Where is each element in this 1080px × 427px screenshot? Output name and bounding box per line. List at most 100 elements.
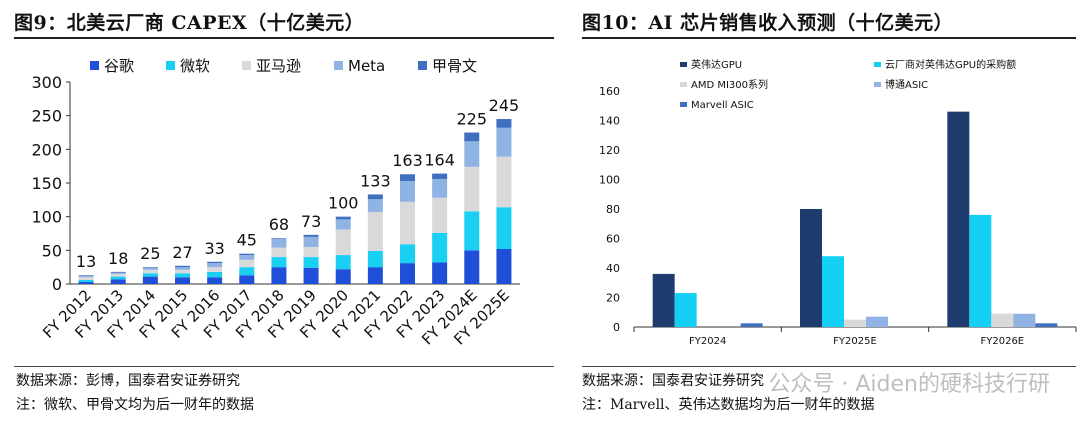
right-y-tick-label: 40	[606, 262, 620, 275]
left-legend-swatch	[334, 61, 343, 70]
right-figure-panel: 图10：AI 芯片销售收入预测（十亿美元） 0 20 40 60 80 100 120 140…	[576, 0, 1080, 427]
left-bar-segment	[400, 201, 415, 245]
left-bar-segment	[335, 255, 351, 270]
right-bar	[969, 214, 992, 327]
left-bar-segment	[464, 250, 480, 284]
left-total-label: 68	[269, 215, 289, 234]
right-legend-swatch	[874, 62, 881, 67]
left-bar-segment	[400, 263, 415, 284]
left-bar-segment	[207, 277, 223, 284]
left-total-label: 13	[76, 252, 96, 271]
right-bar	[947, 111, 970, 328]
right-legend-label: 云厂商对英伟达GPU的采购额	[885, 58, 1016, 71]
right-legend-label: AMD MI300系列	[691, 78, 768, 91]
right-legend-swatch	[680, 82, 687, 87]
right-legend-label: Marvell ASIC	[691, 100, 754, 111]
left-bar-segment	[110, 271, 126, 273]
left-bar-segment	[175, 277, 190, 284]
right-source-note: 数据来源：国泰君安证券研究	[582, 373, 764, 389]
left-legend-label: 甲骨文	[432, 57, 477, 75]
left-bar-segment	[367, 267, 383, 284]
left-figure-panel: 图9：北美云厂商 CAPEX（十亿美元） 0 50 100 150 200 250 300 谷…	[14, 12, 554, 413]
left-y-tick-label: 0	[52, 275, 62, 294]
left-bar-segment	[432, 197, 448, 233]
left-bar-segment	[367, 194, 383, 200]
left-y-tick-label: 150	[31, 174, 62, 193]
right-y-tick-label: 0	[613, 321, 620, 334]
left-y-tick-label: 250	[31, 107, 62, 126]
left-bar-segment	[367, 199, 383, 212]
left-bar-segment	[78, 281, 94, 284]
left-legend-swatch	[166, 61, 175, 70]
left-bar-segment	[271, 267, 287, 284]
left-bar-segment	[335, 219, 351, 230]
left-bar-segment	[239, 275, 255, 284]
right-x-tick-label: FY2024	[689, 336, 726, 347]
right-y-tick-label: 20	[606, 292, 620, 305]
left-legend-label: 谷歌	[104, 57, 134, 75]
left-source-note: 数据来源：彭博，国泰君安证券研究	[16, 373, 240, 389]
left-bar-segment	[110, 273, 126, 277]
left-total-label: 45	[237, 231, 257, 250]
left-bar-segment	[142, 267, 158, 268]
left-bar-segment	[78, 275, 94, 276]
left-bar-segment	[335, 269, 351, 284]
right-y-tick-label: 60	[606, 233, 620, 246]
left-bar-segment	[496, 207, 512, 249]
right-bar	[652, 273, 675, 327]
left-legend-swatch	[90, 61, 99, 70]
right-title-rule	[582, 37, 1076, 39]
left-y-tick-label: 200	[31, 140, 62, 159]
left-bar-segment	[303, 234, 319, 237]
left-y-tick-label: 50	[42, 241, 62, 260]
left-title-rule	[14, 37, 554, 39]
left-bar-segment	[207, 261, 223, 264]
right-bar	[844, 319, 866, 327]
right-legend-label: 英伟达GPU	[691, 58, 742, 71]
right-bar	[822, 256, 844, 327]
left-bar-segment	[110, 272, 126, 274]
left-bar-segment	[400, 174, 415, 181]
left-bar-segment	[335, 216, 351, 220]
left-bar-segment	[175, 269, 190, 274]
right-y-tick-label: 100	[599, 174, 620, 187]
right-y-tick-label: 140	[599, 115, 620, 128]
left-bar-segment	[496, 156, 512, 208]
left-bar-segment	[400, 180, 415, 202]
left-total-label: 225	[457, 110, 488, 129]
watermark-text: 公众号 · Aiden的硬科技行研	[768, 372, 1050, 397]
left-bar-segment	[367, 251, 383, 268]
left-bar-segment	[432, 173, 448, 179]
left-bar-segment	[432, 262, 448, 284]
left-bar-segment	[78, 277, 94, 280]
left-bar-segment	[303, 267, 319, 284]
left-figure-title: 图9：北美云厂商 CAPEX（十亿美元）	[14, 12, 365, 34]
left-bar-segment	[142, 267, 158, 270]
left-bar-segment	[207, 263, 223, 268]
right-y-tick-label: 120	[599, 144, 620, 157]
right-bar	[740, 323, 763, 327]
left-total-label: 27	[172, 243, 192, 262]
right-footnote: 注：Marvell、英伟达数据均为后一财年的数据	[582, 397, 875, 413]
left-bar-segment	[239, 267, 255, 276]
left-y-tick-label: 100	[31, 208, 62, 227]
right-legend-swatch	[680, 62, 687, 67]
left-total-label: 73	[301, 212, 321, 231]
left-total-label: 18	[108, 249, 128, 268]
left-bar-segment	[239, 259, 255, 268]
right-legend-swatch	[874, 82, 881, 87]
left-total-label: 25	[140, 244, 160, 263]
left-total-label: 33	[204, 239, 224, 258]
left-bar-segment	[303, 236, 319, 247]
left-bar-segment	[142, 269, 158, 274]
left-bar-segment	[464, 141, 480, 167]
left-bar-segment	[367, 211, 383, 252]
left-bar-segment	[271, 238, 287, 248]
left-bar-segment	[78, 279, 94, 282]
left-bar-segment	[207, 267, 223, 272]
left-total-label: 164	[424, 151, 455, 170]
left-bar-segment	[335, 229, 351, 256]
left-total-label: 245	[489, 96, 520, 115]
left-y-tick-label: 300	[31, 73, 62, 92]
left-legend-swatch	[418, 61, 427, 70]
